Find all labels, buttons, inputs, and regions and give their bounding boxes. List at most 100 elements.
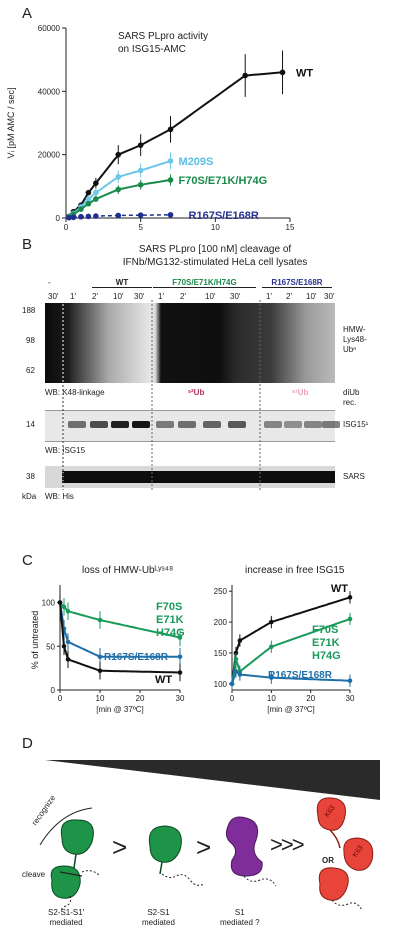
panel-c-right-title: increase in free ISG15 bbox=[245, 565, 345, 576]
caption-s2s1-line1: S2-S1 bbox=[147, 908, 170, 917]
c-series-line bbox=[231, 596, 351, 684]
hmw-label-1: HMW- bbox=[343, 325, 366, 334]
c-ytick-label: 0 bbox=[51, 686, 56, 695]
a-ytick-label: 40000 bbox=[38, 87, 61, 96]
panel-c-left-title: loss of HMW-Ubᴸʸˢ⁴⁸ bbox=[82, 565, 174, 576]
isg15-band bbox=[228, 421, 246, 428]
a-point bbox=[78, 213, 84, 220]
isg15-band bbox=[322, 421, 340, 428]
blot-hmw-ub bbox=[45, 303, 335, 383]
c-xtick-label: 0 bbox=[230, 694, 235, 703]
lane-label: 30′ bbox=[134, 292, 145, 301]
ub-red-icon bbox=[318, 867, 363, 911]
gt-3: >>> bbox=[270, 832, 305, 857]
gradient-wedge bbox=[45, 760, 380, 800]
group-wt: WT bbox=[92, 278, 152, 288]
isg15-band bbox=[264, 421, 282, 428]
cleave-arrow bbox=[59, 871, 83, 877]
caption-s2s1: S2-S1 mediated bbox=[142, 908, 175, 928]
mw-188: 188 bbox=[22, 306, 36, 315]
sars-band bbox=[62, 471, 335, 483]
cleave-label: cleave bbox=[22, 870, 46, 879]
c-series-line bbox=[231, 618, 351, 684]
isg15-band bbox=[284, 421, 302, 428]
panel-b-title: SARS PLpro [100 nM] cleavage of IFNb/MG1… bbox=[80, 243, 350, 269]
isg15-band bbox=[304, 421, 322, 428]
a-point bbox=[115, 212, 122, 219]
isg15-band bbox=[156, 421, 174, 428]
a-xtick-label: 15 bbox=[286, 223, 295, 230]
c-series-line bbox=[231, 669, 350, 685]
lane-label: 2′ bbox=[286, 292, 292, 301]
diub-rec: diUb rec. bbox=[343, 388, 359, 408]
mw-62: 62 bbox=[26, 366, 35, 375]
a-xtick-label: 10 bbox=[211, 223, 220, 230]
c-xlabel: [min @ 37ºC] bbox=[96, 705, 144, 714]
c-ytick-label: 250 bbox=[214, 587, 228, 596]
c-ytick-label: 50 bbox=[46, 642, 55, 651]
c-label-wt-right: WT bbox=[331, 583, 348, 595]
caption-s2s1-line2: mediated bbox=[142, 918, 175, 927]
panel-a-title: SARS PLpro activity on ISG15-AMC bbox=[118, 30, 208, 56]
wb-isg15-label: WB: ISG15 bbox=[45, 446, 86, 455]
hmw-label: HMW- Lys48- Ubⁿ bbox=[343, 325, 367, 355]
diub-label: diUb bbox=[343, 388, 360, 397]
c-label-h74g: H74G bbox=[156, 627, 185, 639]
blot-separators bbox=[62, 300, 261, 490]
k63-chain-icon bbox=[316, 797, 374, 871]
a-point bbox=[93, 213, 99, 219]
panel-a-title-line2: on ISG15-AMC bbox=[118, 44, 186, 55]
mw-38: 38 bbox=[26, 472, 35, 481]
lane-label: 1′ bbox=[266, 292, 272, 301]
recognize-arc bbox=[39, 807, 93, 846]
hmw-label-2: Lys48- bbox=[343, 335, 367, 344]
c-series-line bbox=[59, 602, 180, 674]
isg15-band bbox=[68, 421, 86, 428]
gt-2: > bbox=[196, 832, 212, 862]
panel-c-letter: C bbox=[22, 552, 33, 569]
c-label-f70s: F70S bbox=[156, 601, 182, 613]
group-r167s: R167S/E168R bbox=[262, 278, 332, 288]
isg15-band bbox=[132, 421, 150, 428]
a-xtick-label: 0 bbox=[64, 223, 69, 230]
lane-label: 1′ bbox=[158, 292, 164, 301]
c-label-e71k-r: E71K bbox=[312, 637, 340, 649]
panel-d-letter: D bbox=[22, 735, 33, 752]
c-ytick-label: 100 bbox=[42, 599, 56, 608]
diub-s2s1s1-icon bbox=[50, 819, 101, 913]
lane-mock-dash: - bbox=[48, 278, 51, 287]
a-series-label: F70S/E71K/H74G bbox=[179, 175, 268, 187]
panel-a-chart: 0200004000060000051015ISG15-AMC [µM]Vᵢ [… bbox=[6, 24, 313, 230]
a-ytick-label: 20000 bbox=[38, 151, 61, 160]
isg15-band bbox=[203, 421, 221, 428]
isg15-band bbox=[111, 421, 129, 428]
c-label-r167s-left: R167S/E168R bbox=[104, 652, 169, 663]
mw-98: 98 bbox=[26, 336, 35, 345]
c-ytick-label: 200 bbox=[214, 618, 228, 627]
lane-label: 10′ bbox=[205, 292, 216, 301]
lane-label: 10′ bbox=[113, 292, 124, 301]
c-xtick-label: 30 bbox=[176, 694, 185, 703]
panel-b-title-line2: IFNb/MG132-stimulated HeLa cell lysates bbox=[122, 257, 308, 268]
a-point bbox=[70, 214, 77, 221]
c-label-e71k: E71K bbox=[156, 614, 184, 626]
c-ytick-label: 100 bbox=[214, 680, 228, 689]
caption-s2s1s1: S2-S1-S1′ mediated bbox=[48, 908, 84, 928]
panel-a-title-line1: SARS PLpro activity bbox=[118, 31, 209, 42]
a-series-label: WT bbox=[296, 67, 313, 79]
a-ylabel: Vᵢ [pM AMC / sec] bbox=[6, 88, 16, 159]
ub-s1-icon bbox=[225, 816, 277, 887]
lane-label: 30′ bbox=[230, 292, 241, 301]
kda-label: kDa bbox=[22, 492, 37, 501]
a-series-label: R167S/E168R bbox=[189, 210, 259, 222]
a-point bbox=[78, 206, 84, 212]
panel-a-letter: A bbox=[22, 5, 33, 22]
panel-b-letter: B bbox=[22, 236, 33, 253]
isg15-band bbox=[178, 421, 196, 428]
a-point bbox=[85, 196, 92, 202]
c-label-wt-left: WT bbox=[155, 674, 172, 686]
rec-label: rec. bbox=[343, 398, 357, 407]
lane-label: 30′ bbox=[48, 292, 59, 301]
a-ytick-label: 0 bbox=[56, 214, 61, 223]
c-xtick-label: 10 bbox=[96, 694, 105, 703]
